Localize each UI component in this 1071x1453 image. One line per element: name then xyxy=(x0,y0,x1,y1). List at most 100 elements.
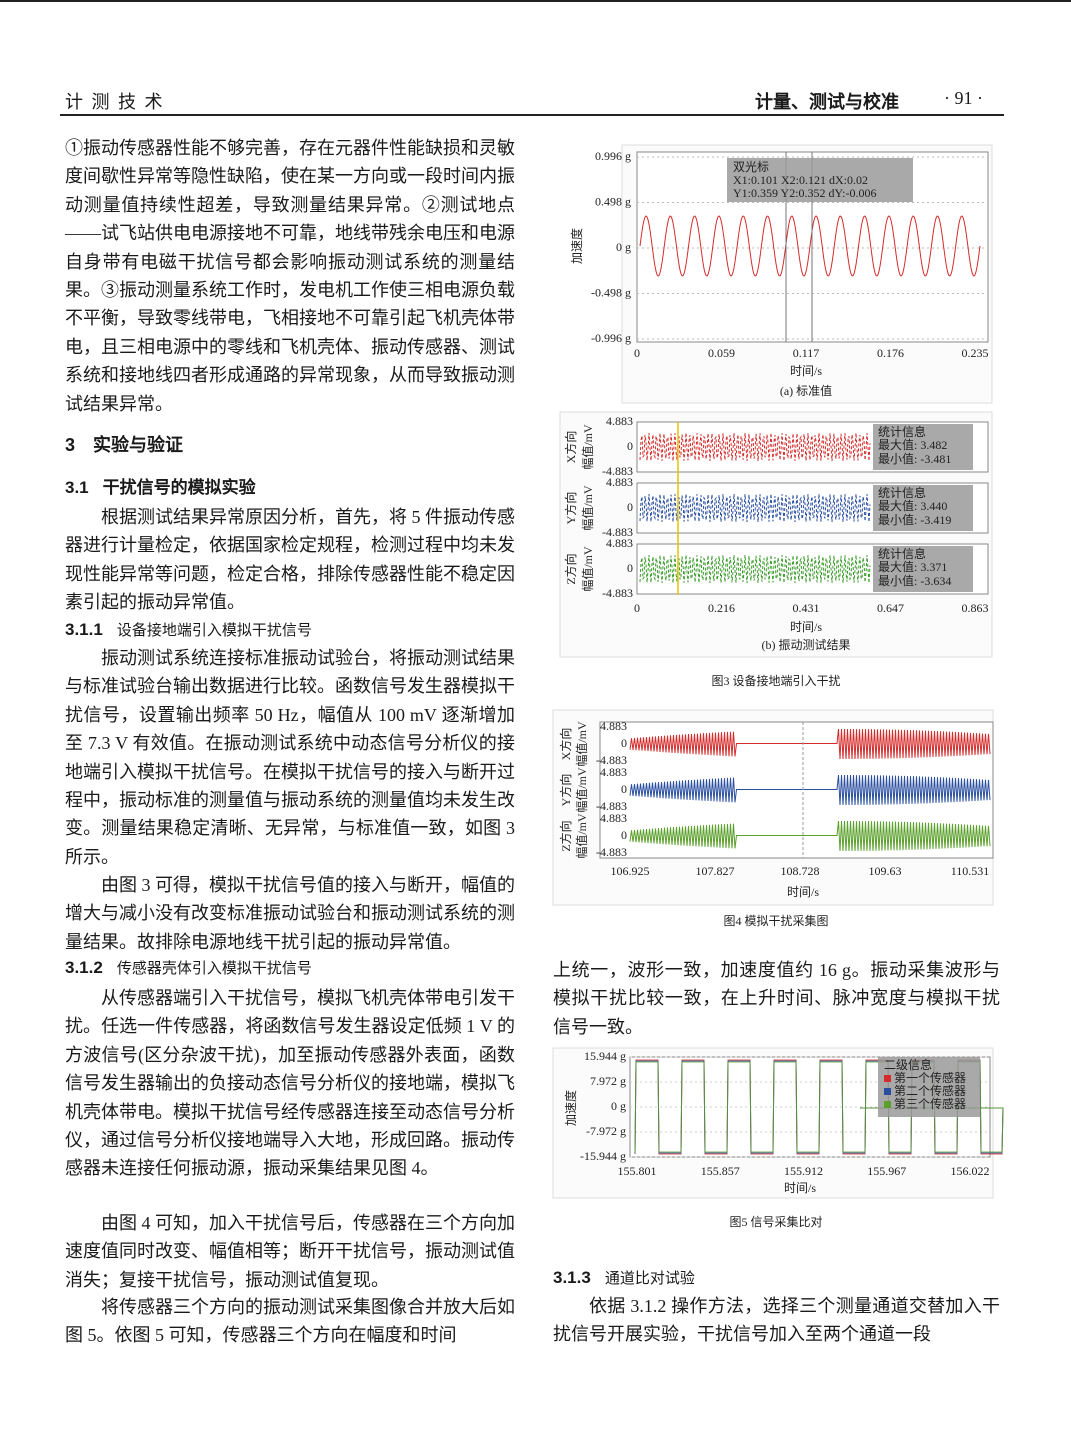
y-tick-label: -4.883 xyxy=(602,464,633,478)
legend-label: 第二个传感器 xyxy=(894,1083,966,1098)
section-heading: 3 实验与验证 xyxy=(65,431,183,459)
subsection-heading: 3.1.1 设备接地端引入模拟干扰信号 xyxy=(65,616,312,644)
y-tick-label: 4.883 xyxy=(600,765,627,779)
legend-box xyxy=(878,1057,980,1117)
figure-caption: 图5 信号采集比对 xyxy=(729,1214,822,1229)
y-tick-label: -4.883 xyxy=(602,525,633,539)
header-rule xyxy=(60,114,1004,116)
axis-label: Z方向 xyxy=(563,553,578,584)
y-tick-label: 15.944 g xyxy=(584,1049,626,1063)
axis-label: Z方向 xyxy=(558,820,573,851)
stats-text: 最小值: -3.481 xyxy=(878,451,951,466)
paragraph: 由图 4 可知，加入干扰信号后，传感器在三个方向加速度值同时改变、幅值相等；断开… xyxy=(65,1213,515,1290)
y-tick-label: 4.883 xyxy=(606,414,633,428)
axis-label: Y方向 xyxy=(563,492,578,525)
y-tick-label: -0.498 g xyxy=(591,285,631,299)
x-tick-label: 106.925 xyxy=(611,864,650,878)
x-tick-label: 0 xyxy=(634,346,640,360)
x-tick-label: 0.176 xyxy=(877,346,904,360)
y-tick-label: -4.883 xyxy=(602,586,633,600)
x-tick-label: 0.431 xyxy=(793,601,820,615)
heading-number: 3 xyxy=(65,435,76,455)
axis-label: 幅值/mV xyxy=(574,721,589,767)
y-tick-label: 0 xyxy=(621,828,627,842)
x-tick-label: 155.801 xyxy=(618,1164,657,1178)
stats-box xyxy=(873,424,973,470)
stats-title: 统计信息 xyxy=(878,424,926,439)
subsection-heading: 3.1.3 通道比对试验 xyxy=(553,1264,695,1292)
paragraph: 振动测试系统连接标准振动试验台，将振动测试结果与标准试验台输出数据进行比较。函数… xyxy=(65,648,515,867)
heading-number: 3.1.3 xyxy=(553,1268,591,1287)
stats-box xyxy=(873,485,973,531)
x-tick-label: 155.967 xyxy=(867,1164,906,1178)
stats-text: 最小值: -3.419 xyxy=(878,512,951,527)
y-tick-label: 0.498 g xyxy=(595,194,631,208)
legend-swatch xyxy=(884,1075,891,1082)
x-axis-label: 时间/s xyxy=(787,885,819,899)
stats-text: 最大值: 3.440 xyxy=(878,498,947,513)
x-tick-label: 0.059 xyxy=(708,346,735,360)
stats-text: 最小值: -3.634 xyxy=(878,573,951,588)
stats-text: 最大值: 3.482 xyxy=(878,437,947,452)
y-tick-label: -7.972 g xyxy=(586,1124,626,1138)
waveform xyxy=(639,554,871,584)
stats-box xyxy=(873,546,973,592)
y-tick-label: 4.883 xyxy=(600,719,627,733)
x-tick-label: 107.827 xyxy=(696,864,735,878)
legend-label: 第一个传感器 xyxy=(894,1070,966,1085)
subcaption: (b) 振动测试结果 xyxy=(762,637,851,652)
waveform xyxy=(629,774,991,806)
y-tick-label: -4.883 xyxy=(596,845,627,859)
axis-label: Y方向 xyxy=(558,774,573,807)
paragraph: 将传感器三个方向的振动测试采集图像合并放大后如图 5。依图 5 可知，传感器三个… xyxy=(65,1297,515,1346)
figure-caption: 图4 模拟干扰采集图 xyxy=(723,913,828,928)
y-tick-label: 4.883 xyxy=(606,475,633,489)
legend-title: 二级信息 xyxy=(884,1057,932,1072)
stats-title: 统计信息 xyxy=(878,546,926,561)
x-tick-label: 0.647 xyxy=(877,601,904,615)
paragraph: 依据 3.1.2 操作方法，选择三个测量通道交替加入干扰信号开展实验，干扰信号加… xyxy=(553,1296,1000,1345)
axis-label: 幅值/mV xyxy=(580,485,595,531)
x-axis-label: 时间/s xyxy=(790,620,822,634)
x-axis-label: 时间/s xyxy=(784,1181,816,1195)
waveform xyxy=(629,728,991,760)
x-tick-label: 0.863 xyxy=(962,601,989,615)
y-tick-label: 0 xyxy=(627,439,633,453)
waveform xyxy=(634,1061,1004,1153)
y-tick-label: 0 xyxy=(621,782,627,796)
cursor-text: X1:0.101 X2:0.121 dX:0.02 xyxy=(733,173,868,187)
waveform xyxy=(639,493,871,523)
x-tick-label: 156.022 xyxy=(951,1164,990,1178)
journal-name: 计 测 技 术 xyxy=(65,92,165,112)
x-tick-label: 108.728 xyxy=(781,864,820,878)
waveform xyxy=(629,820,991,852)
stats-text: 最大值: 3.371 xyxy=(878,559,947,574)
x-tick-label: 110.531 xyxy=(951,864,990,878)
axis-label: 幅值/mV xyxy=(574,767,589,813)
heading-number: 3.1.1 xyxy=(65,620,103,639)
axis-label: X方向 xyxy=(563,431,578,464)
y-tick-label: -15.944 g xyxy=(580,1149,626,1163)
x-tick-label: 155.857 xyxy=(701,1164,740,1178)
x-tick-label: 0.235 xyxy=(962,346,989,360)
y-tick-label: -4.883 xyxy=(596,753,627,767)
cursor-title: 双光标 xyxy=(733,160,769,174)
heading-title: 干扰信号的模拟实验 xyxy=(102,478,256,497)
heading-number: 3.1 xyxy=(65,478,89,497)
x-tick-label: 155.912 xyxy=(784,1164,823,1178)
section-name: 计量、测试与校准 xyxy=(755,92,899,112)
waveform xyxy=(639,215,981,277)
page-number: · 91 · xyxy=(944,88,983,108)
x-tick-label: 0.117 xyxy=(793,346,820,360)
heading-title: 传感器壳体引入模拟干扰信号 xyxy=(116,959,312,977)
stats-title: 统计信息 xyxy=(878,485,926,500)
figure-caption: 图3 设备接地端引入干扰 xyxy=(711,673,840,688)
x-axis-label: 时间/s xyxy=(790,364,822,378)
axis-label: 加速度 xyxy=(569,228,584,264)
x-tick-label: 0 xyxy=(634,601,640,615)
paragraph: 从传感器端引入干扰信号，模拟飞机壳体带电引发干扰。任选一件传感器，将函数信号发生… xyxy=(65,988,515,1179)
y-tick-label: -0.996 g xyxy=(591,331,631,345)
